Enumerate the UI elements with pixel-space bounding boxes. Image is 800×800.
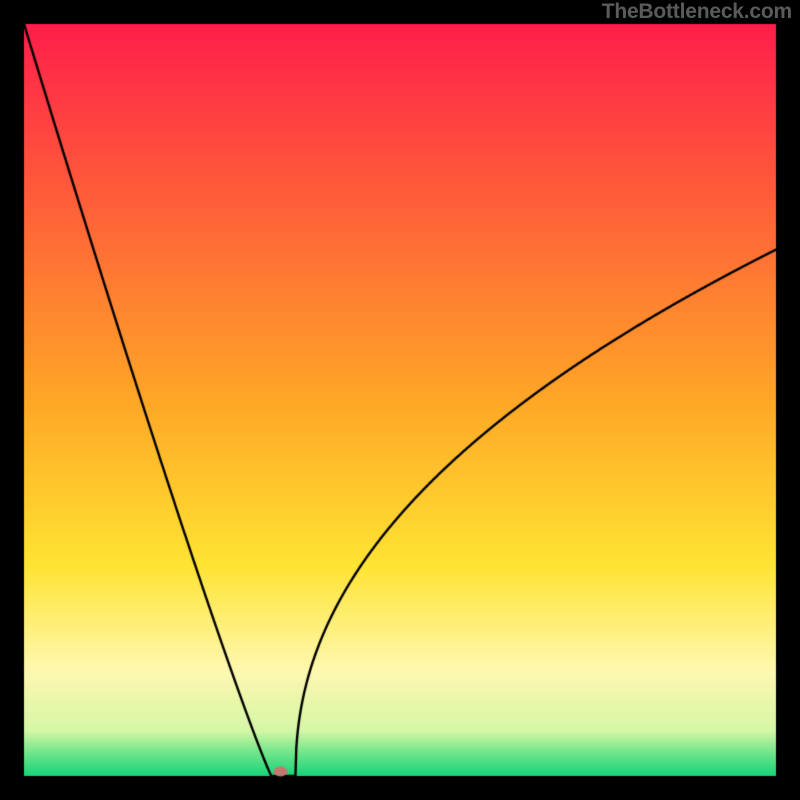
watermark-text: TheBottleneck.com: [602, 0, 792, 24]
bottleneck-chart: [0, 0, 800, 800]
